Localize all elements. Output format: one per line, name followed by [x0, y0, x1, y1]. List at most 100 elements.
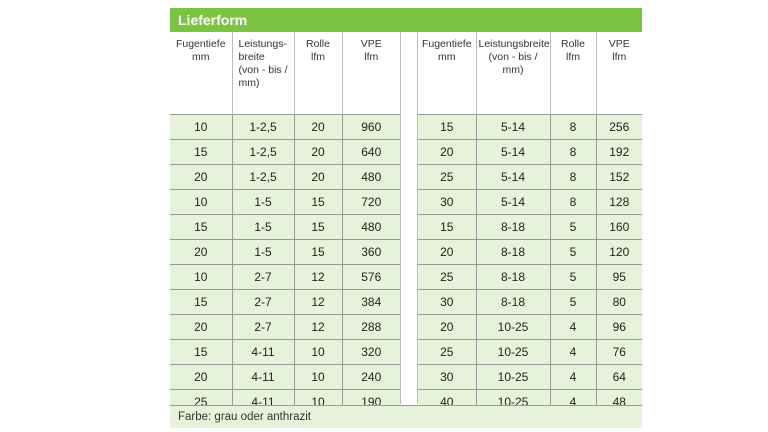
- table-row: 15 5-14 8 256: [418, 114, 642, 140]
- cell-vpe: 240: [341, 364, 400, 390]
- cell-rolle: 8: [549, 114, 596, 140]
- cell-leistungsbreite: 8-18: [475, 214, 550, 240]
- table-row: 20 2-7 12 288: [170, 314, 400, 340]
- cell-fugentiefe: 20: [170, 164, 232, 190]
- cell-rolle: 15: [293, 239, 342, 265]
- cell-fugentiefe: 20: [418, 139, 476, 165]
- cell-leistungsbreite: 8-18: [475, 264, 550, 290]
- cell-fugentiefe: 20: [170, 364, 232, 390]
- cell-leistungsbreite: 5-14: [475, 114, 550, 140]
- cell-vpe: 576: [341, 264, 400, 290]
- cell-leistungsbreite: 4-11: [231, 339, 294, 365]
- cell-vpe: 95: [595, 264, 642, 290]
- cell-vpe: 192: [595, 139, 642, 165]
- cell-leistungsbreite: 8-18: [475, 239, 550, 265]
- cell-rolle: 20: [293, 139, 342, 165]
- header-vpe: VPE lfm: [595, 32, 642, 115]
- column-gap: [400, 32, 418, 404]
- table-row: 30 8-18 5 80: [418, 289, 642, 315]
- cell-leistungsbreite: 2-7: [231, 264, 294, 290]
- table-row: 25 10-25 4 76: [418, 339, 642, 365]
- cell-vpe: 76: [595, 339, 642, 365]
- cell-vpe: 720: [341, 189, 400, 215]
- cell-vpe: 64: [595, 364, 642, 390]
- cell-rolle: 8: [549, 139, 596, 165]
- table-row: 20 10-25 4 96: [418, 314, 642, 340]
- cell-vpe: 320: [341, 339, 400, 365]
- table-title: Lieferform: [170, 8, 642, 32]
- color-note: Farbe: grau oder anthrazit: [170, 405, 642, 428]
- table-row: 25 5-14 8 152: [418, 164, 642, 190]
- cell-leistungsbreite: 4-11: [231, 364, 294, 390]
- left-header-row: Fugentiefe mm Leistungs-breite (von - bis …: [170, 32, 400, 115]
- cell-vpe: 256: [595, 114, 642, 140]
- table-row: 15 8-18 5 160: [418, 214, 642, 240]
- cell-rolle: 10: [293, 364, 342, 390]
- cell-vpe: 480: [341, 214, 400, 240]
- table-row: 15 1-2,5 20 640: [170, 139, 400, 165]
- cell-leistungsbreite: 2-7: [231, 289, 294, 315]
- cell-fugentiefe: 15: [170, 214, 232, 240]
- table-row: 15 2-7 12 384: [170, 289, 400, 315]
- cell-fugentiefe: 15: [170, 289, 232, 315]
- cell-rolle: 4: [549, 314, 596, 340]
- delivery-form-sheet: Lieferform Fugentiefe mm Leistungs-breite…: [170, 8, 642, 428]
- table-row: 15 1-5 15 480: [170, 214, 400, 240]
- cell-vpe: 96: [595, 314, 642, 340]
- cell-fugentiefe: 10: [170, 264, 232, 290]
- cell-fugentiefe: 10: [170, 189, 232, 215]
- cell-vpe: 80: [595, 289, 642, 315]
- cell-rolle: 5: [549, 289, 596, 315]
- table-row: 15 4-11 10 320: [170, 339, 400, 365]
- right-header-row: Fugentiefe mm Leistungsbreite (von - bis /…: [418, 32, 642, 115]
- table-row: 25 8-18 5 95: [418, 264, 642, 290]
- header-fugentiefe: Fugentiefe mm: [170, 32, 232, 115]
- cell-fugentiefe: 15: [418, 114, 476, 140]
- cell-rolle: 8: [549, 164, 596, 190]
- cell-rolle: 10: [293, 339, 342, 365]
- table-row: 10 1-5 15 720: [170, 189, 400, 215]
- table-row: 10 2-7 12 576: [170, 264, 400, 290]
- left-table: Fugentiefe mm Leistungs-breite (von - bis …: [170, 32, 400, 415]
- cell-vpe: 360: [341, 239, 400, 265]
- cell-fugentiefe: 30: [418, 289, 476, 315]
- cell-vpe: 640: [341, 139, 400, 165]
- cell-leistungsbreite: 1-5: [231, 189, 294, 215]
- table-row: 20 1-5 15 360: [170, 239, 400, 265]
- cell-leistungsbreite: 1-5: [231, 214, 294, 240]
- cell-leistungsbreite: 5-14: [475, 139, 550, 165]
- cell-fugentiefe: 25: [418, 264, 476, 290]
- cell-rolle: 20: [293, 114, 342, 140]
- cell-fugentiefe: 30: [418, 189, 476, 215]
- cell-fugentiefe: 25: [418, 164, 476, 190]
- cell-rolle: 4: [549, 364, 596, 390]
- cell-leistungsbreite: 1-2,5: [231, 164, 294, 190]
- table-row: 30 5-14 8 128: [418, 189, 642, 215]
- table-row: 20 4-11 10 240: [170, 364, 400, 390]
- cell-leistungsbreite: 5-14: [475, 189, 550, 215]
- table-row: 20 5-14 8 192: [418, 139, 642, 165]
- cell-rolle: 12: [293, 264, 342, 290]
- cell-rolle: 12: [293, 289, 342, 315]
- cell-rolle: 15: [293, 189, 342, 215]
- cell-vpe: 960: [341, 114, 400, 140]
- header-rolle: Rolle lfm: [549, 32, 596, 115]
- cell-leistungsbreite: 5-14: [475, 164, 550, 190]
- cell-fugentiefe: 15: [418, 214, 476, 240]
- cell-rolle: 12: [293, 314, 342, 340]
- cell-vpe: 128: [595, 189, 642, 215]
- right-table: Fugentiefe mm Leistungsbreite (von - bis /…: [418, 32, 642, 415]
- cell-vpe: 152: [595, 164, 642, 190]
- cell-leistungsbreite: 10-25: [475, 364, 550, 390]
- cell-rolle: 5: [549, 239, 596, 265]
- cell-rolle: 5: [549, 264, 596, 290]
- cell-vpe: 160: [595, 214, 642, 240]
- cell-leistungsbreite: 1-2,5: [231, 139, 294, 165]
- cell-vpe: 288: [341, 314, 400, 340]
- header-fugentiefe: Fugentiefe mm: [418, 32, 476, 115]
- cell-fugentiefe: 25: [418, 339, 476, 365]
- cell-vpe: 120: [595, 239, 642, 265]
- cell-leistungsbreite: 1-5: [231, 239, 294, 265]
- header-vpe: VPE lfm: [341, 32, 400, 115]
- cell-rolle: 8: [549, 189, 596, 215]
